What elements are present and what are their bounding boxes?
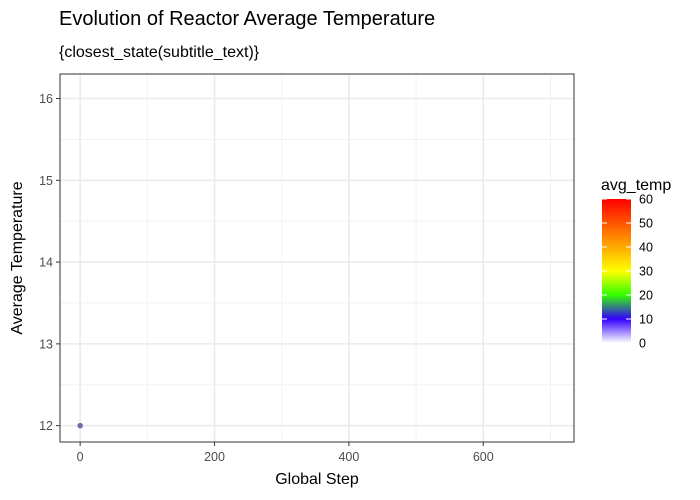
plot-panel — [60, 74, 574, 442]
legend-tick-label: 30 — [639, 265, 653, 279]
chart-subtitle: {closest_state(subtitle_text)} — [59, 44, 260, 61]
chart-title: Evolution of Reactor Average Temperature — [59, 8, 435, 30]
x-tick-label: 400 — [338, 450, 359, 464]
legend-tick-label: 0 — [639, 337, 646, 351]
legend-title: avg_temp — [601, 177, 671, 194]
data-point — [77, 422, 83, 429]
y-axis: 12 13 14 15 16 — [39, 92, 60, 433]
x-axis: 0 200 400 600 — [77, 442, 494, 464]
legend-tick-label: 40 — [639, 241, 653, 255]
legend-tick-label: 50 — [639, 217, 653, 231]
x-tick-label: 0 — [77, 450, 84, 464]
x-tick-label: 200 — [204, 450, 225, 464]
legend-ticks: 0 10 20 30 40 50 60 — [602, 193, 653, 351]
y-tick-label: 13 — [39, 337, 53, 351]
y-tick-label: 14 — [39, 256, 53, 270]
y-axis-title: Average Temperature — [9, 181, 26, 334]
plot-border — [59, 73, 575, 443]
data-points — [77, 422, 83, 429]
y-tick-label: 12 — [39, 419, 53, 433]
x-axis-title: Global Step — [275, 471, 359, 488]
legend-tick-label: 20 — [639, 289, 653, 303]
legend-tick-label: 10 — [639, 313, 653, 327]
grid-major — [60, 74, 574, 442]
grid-minor — [60, 74, 574, 442]
legend-tick-label: 60 — [639, 193, 653, 207]
y-tick-label: 16 — [39, 92, 53, 106]
legend: avg_temp 0 10 20 30 40 50 60 — [601, 177, 671, 351]
y-tick-label: 15 — [39, 174, 53, 188]
x-tick-label: 600 — [473, 450, 494, 464]
